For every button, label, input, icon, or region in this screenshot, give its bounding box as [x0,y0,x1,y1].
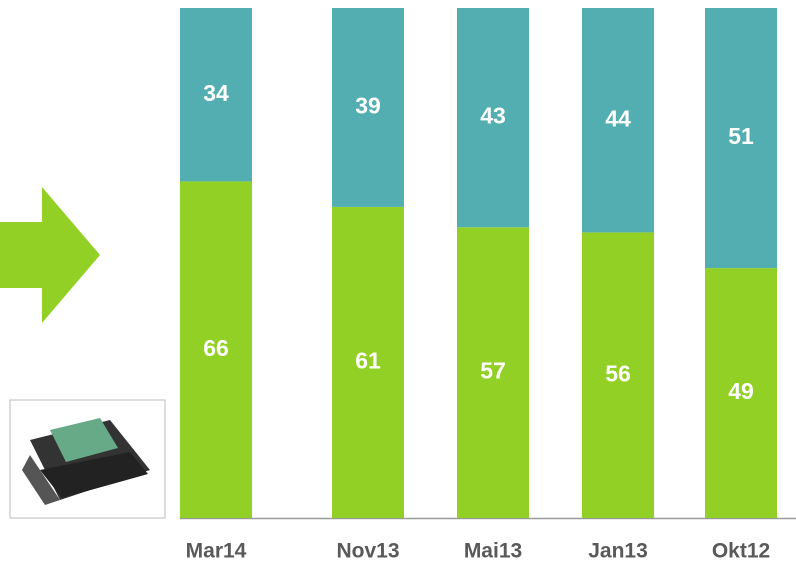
bar-segment [705,8,777,269]
value-label: 44 [605,105,631,131]
value-label: 49 [728,378,754,404]
x-tick-label: Mai13 [464,540,522,563]
x-tick-label: Okt12 [712,540,770,563]
value-label: 56 [605,360,631,386]
bar-segment [705,268,777,518]
x-tick-label: Jan13 [588,540,648,563]
bar-segment [180,181,252,518]
value-label: 43 [480,103,506,129]
value-label: 61 [355,348,381,374]
value-label: 57 [480,358,506,384]
value-label: 66 [203,335,229,361]
value-label: 39 [355,93,381,119]
value-label: 34 [203,80,229,106]
phone-image [9,399,166,519]
bar-segment [332,206,404,518]
value-label: 51 [728,123,754,149]
bar-segment [457,8,529,228]
bar-segment [457,227,529,519]
bar-segment [180,8,252,182]
bar-segment [332,8,404,207]
x-tick-label: Nov13 [336,540,399,563]
x-tick-label: Mar14 [186,540,247,563]
arrow [0,187,100,323]
bar-segment [582,8,654,233]
bar-segment [582,232,654,518]
